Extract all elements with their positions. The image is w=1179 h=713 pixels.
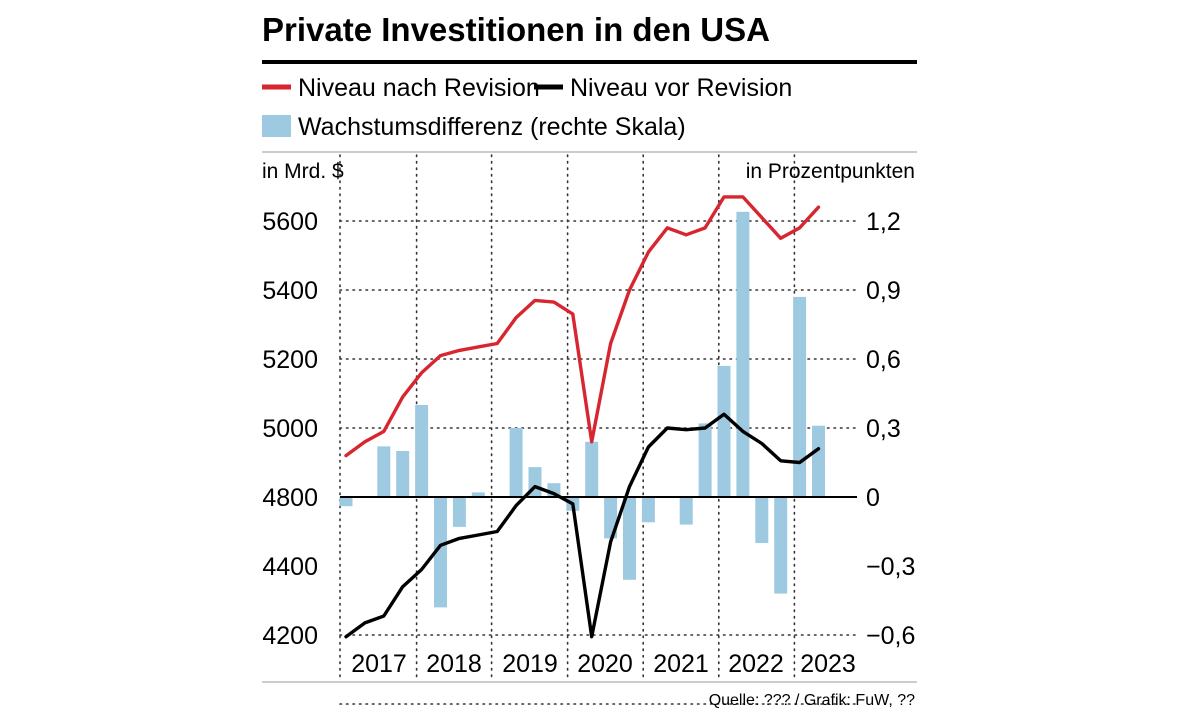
growth-diff-bar [774,497,788,594]
left-tick-label: 5600 [262,208,318,236]
legend-label-nach-revision: Niveau nach Revision [298,74,540,102]
left-axis-label: in Mrd. $ [262,160,344,183]
left-tick-label: 5400 [262,277,318,305]
right-tick-label: 0,6 [866,346,901,374]
left-tick-label: 4800 [262,484,318,512]
growth-diff-bar [679,497,693,525]
year-label: 2018 [426,650,482,678]
year-label: 2019 [502,650,558,678]
left-tick-labels: 5600 5400 5200 5000 4800 4400 4200 [262,208,318,650]
left-tick-label: 5000 [262,415,318,443]
growth-diff-bar [452,497,466,527]
year-label: 2022 [728,650,784,678]
right-tick-label: 1,2 [866,208,901,236]
legend-bar-swatch [262,115,291,137]
growth-diff-bar [717,365,731,497]
year-label: 2020 [577,650,633,678]
right-tick-labels: 1,2 0,9 0,6 0,3 0 −0,3 −0,6 [866,208,915,650]
growth-diff-bar [641,497,655,523]
series-line-nach-revision [344,195,821,458]
growth-diff-bar [415,405,429,497]
growth-diff-bar [339,497,353,507]
growth-diff-bar [396,451,410,497]
growth-diff-bar [793,296,807,497]
growth-diff-bar [434,497,447,608]
right-tick-label: −0,6 [866,622,915,650]
series-line-vor-revision [344,412,821,639]
chart-title: Private Investitionen in den USA [262,11,770,48]
left-tick-label: 5200 [262,346,318,374]
bars [339,211,825,608]
year-label: 2023 [800,650,856,678]
legend-label-wachstumsdifferenz: Wachstumsdifferenz (rechte Skala) [298,113,686,141]
legend: Niveau nach Revision Niveau vor Revision… [262,74,792,141]
growth-diff-bar [623,497,636,580]
right-axis-label: in Prozentpunkten [746,160,915,183]
growth-diff-bar [509,428,523,497]
growth-diff-bar [755,497,769,543]
year-labels: 2017 2018 2019 2020 2021 2022 2023 [351,650,856,678]
growth-diff-bar [812,425,825,497]
growth-diff-bar [377,446,391,497]
growth-diff-bar [736,211,750,498]
growth-diff-bar [585,441,599,497]
source-note: Quelle: ??? / Grafik: FuW, ?? [709,692,915,709]
year-label: 2017 [351,650,407,678]
right-tick-label: 0 [866,484,880,512]
year-label: 2021 [653,650,709,678]
legend-label-vor-revision: Niveau vor Revision [570,74,792,102]
right-tick-label: 0,9 [866,277,901,305]
growth-diff-bar [698,423,712,497]
right-tick-label: −0,3 [866,553,915,581]
growth-diff-bar [471,492,485,497]
lines [344,195,821,639]
left-tick-label: 4200 [262,622,318,650]
left-tick-label: 4400 [262,553,318,581]
right-tick-label: 0,3 [866,415,901,443]
